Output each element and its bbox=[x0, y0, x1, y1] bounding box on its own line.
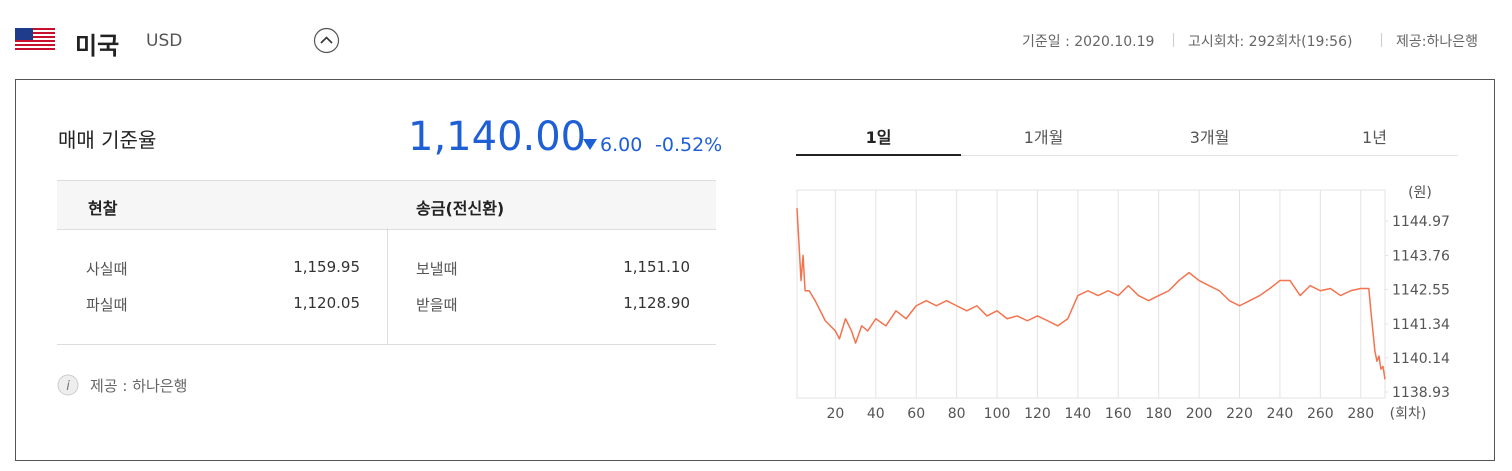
row-label: 파실때 bbox=[86, 296, 128, 314]
x-axis-label: (회차) bbox=[1390, 406, 1427, 422]
x-tick-label: 240 bbox=[1267, 406, 1294, 422]
tab[interactable]: 1년 bbox=[1362, 128, 1387, 147]
row-label: 받을때 bbox=[416, 296, 458, 314]
separator bbox=[1381, 33, 1382, 47]
divider bbox=[57, 344, 716, 345]
summary-title: 매매 기준율 bbox=[58, 128, 157, 152]
x-tick-label: 160 bbox=[1105, 406, 1132, 422]
tab-rule bbox=[796, 155, 1458, 156]
divider bbox=[387, 228, 388, 344]
svg-text:i: i bbox=[66, 379, 70, 394]
table-header bbox=[57, 180, 716, 230]
x-tick-label: 120 bbox=[1024, 406, 1051, 422]
y-tick-label: 1140.14 bbox=[1392, 351, 1450, 367]
x-tick-label: 260 bbox=[1307, 406, 1334, 422]
row-value: 1,128.90 bbox=[623, 294, 690, 312]
row-label: 보낼때 bbox=[416, 260, 458, 278]
x-tick-label: 180 bbox=[1145, 406, 1172, 422]
country: 미국 bbox=[75, 32, 120, 60]
series-line bbox=[796, 208, 1386, 380]
x-tick-label: 280 bbox=[1347, 406, 1374, 422]
base-date: 기준일 : 2020.10.19 bbox=[1022, 34, 1155, 50]
table-header-cell: 송금(전신환) bbox=[416, 199, 505, 218]
separator bbox=[1173, 33, 1174, 47]
flag bbox=[15, 28, 55, 50]
x-tick-label: 200 bbox=[1186, 406, 1213, 422]
y-tick-label: 1142.55 bbox=[1392, 283, 1450, 299]
x-tick-label: 220 bbox=[1226, 406, 1253, 422]
down-arrow bbox=[583, 139, 597, 150]
row-value: 1,151.10 bbox=[623, 258, 690, 276]
x-tick-label: 80 bbox=[948, 406, 966, 422]
row-value: 1,120.05 bbox=[293, 294, 360, 312]
tab[interactable]: 1일 bbox=[865, 128, 892, 147]
row-value: 1,159.95 bbox=[293, 258, 360, 276]
y-tick-label: 1138.93 bbox=[1392, 385, 1450, 401]
tab[interactable]: 1개월 bbox=[1023, 128, 1064, 147]
plot-frame bbox=[796, 189, 1386, 399]
tab[interactable]: 3개월 bbox=[1189, 128, 1230, 147]
tab-underline bbox=[796, 154, 961, 156]
change: 6.00 bbox=[600, 134, 643, 156]
info-icon: i bbox=[57, 374, 79, 396]
provider: 제공:하나은행 bbox=[1396, 34, 1478, 50]
y-tick-label: 1141.34 bbox=[1392, 317, 1450, 333]
y-tick-label: 1143.76 bbox=[1392, 248, 1450, 264]
table-header-cell: 현찰 bbox=[88, 199, 118, 218]
x-tick-label: 60 bbox=[907, 406, 925, 422]
rate-panel bbox=[15, 79, 1495, 461]
currency: USD bbox=[146, 31, 183, 51]
round: 고시회차: 292회차(19:56) bbox=[1188, 34, 1353, 50]
change-pct: -0.52% bbox=[655, 134, 723, 156]
x-tick-label: 100 bbox=[984, 406, 1011, 422]
x-tick-label: 20 bbox=[826, 406, 844, 422]
row-label: 사실때 bbox=[86, 260, 128, 278]
y-tick-label: 1144.97 bbox=[1392, 214, 1450, 230]
collapse-button[interactable] bbox=[313, 27, 340, 54]
rate: 1,140.00 bbox=[408, 114, 587, 160]
x-tick-label: 140 bbox=[1064, 406, 1091, 422]
y-axis-label: (원) bbox=[1408, 185, 1432, 201]
footer-provider: 제공 : 하나은행 bbox=[90, 377, 188, 395]
x-tick-label: 40 bbox=[867, 406, 885, 422]
